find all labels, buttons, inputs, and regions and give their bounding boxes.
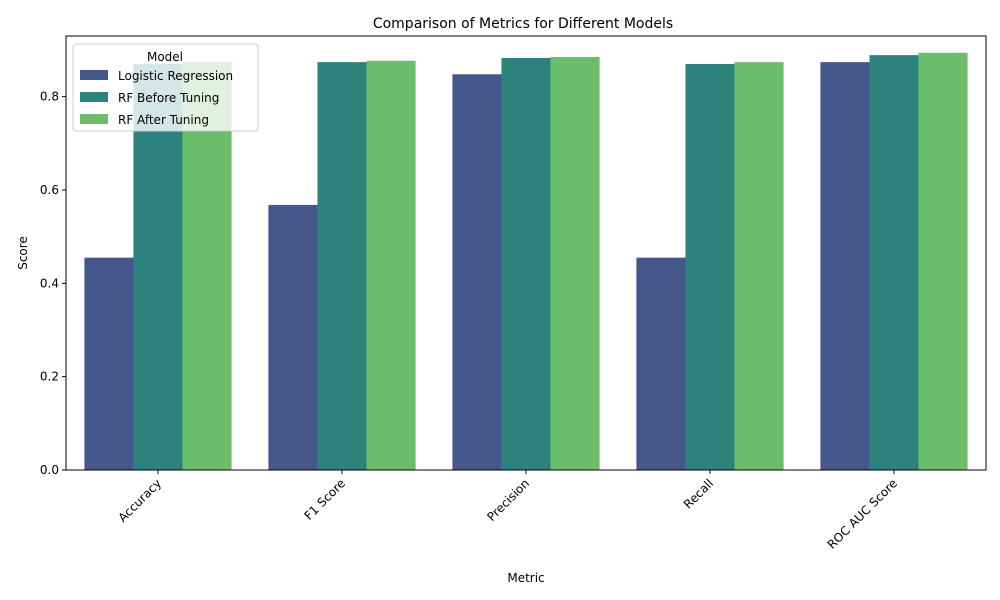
bar (636, 257, 686, 470)
legend-box (72, 43, 259, 132)
y-axis-label: Score (16, 236, 30, 270)
bar (317, 62, 367, 471)
legend-label: RF Before Tuning (118, 91, 219, 105)
y-tick-label: 0.4 (40, 276, 59, 290)
y-tick-label: 0.8 (40, 90, 59, 104)
bar (869, 55, 919, 471)
bar (820, 62, 870, 471)
y-tick-label: 0.2 (40, 370, 59, 384)
legend-title: Model (147, 50, 183, 64)
bar (501, 57, 551, 470)
bar (366, 60, 416, 470)
chart-title: Comparison of Metrics for Different Mode… (373, 16, 673, 32)
bar (918, 52, 968, 471)
y-axis: 0.0 0.2 0.4 0.6 0.8 (40, 90, 66, 477)
bar (268, 204, 318, 470)
y-tick-label: 0.6 (40, 183, 59, 197)
bar (452, 74, 502, 471)
plot-frame (65, 35, 987, 471)
legend-swatch (80, 114, 108, 124)
bar (734, 62, 784, 471)
legend-swatch (80, 70, 108, 80)
bar (550, 57, 600, 470)
bar (685, 64, 735, 470)
y-tick-label: 0.0 (40, 463, 59, 477)
legend-swatch (80, 92, 108, 102)
x-axis-label: Metric (507, 571, 544, 585)
bar (84, 257, 134, 470)
legend: Model Logistic Regression RF Before Tuning… (72, 43, 259, 132)
bar (133, 64, 183, 470)
legend-label: Logistic Regression (118, 69, 233, 83)
legend-label: RF After Tuning (118, 113, 209, 127)
